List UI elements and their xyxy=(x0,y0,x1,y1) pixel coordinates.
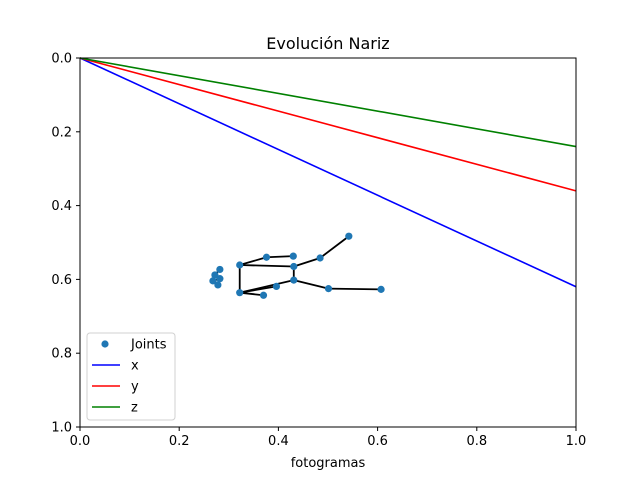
skeleton-bone xyxy=(239,285,277,294)
x-tick-label: 0.6 xyxy=(367,434,388,449)
joint-point xyxy=(216,265,224,274)
plot-area: 0.0 0.2 0.4 0.6 0.8 1.00.00.20.40.60.81.0 xyxy=(51,52,586,450)
skeleton-bone xyxy=(328,287,382,291)
legend-label: x xyxy=(131,359,139,374)
skeleton-bone xyxy=(293,279,329,290)
skeleton-bone xyxy=(266,255,294,259)
legend-box xyxy=(86,332,176,421)
skeleton-bone xyxy=(319,235,350,259)
joint-point xyxy=(272,282,281,291)
x-tick-label: 0.8 xyxy=(466,434,487,449)
joint-point xyxy=(214,281,222,289)
y-tick-label: 0.6 xyxy=(51,273,72,288)
joint-point xyxy=(290,262,298,271)
joint-point xyxy=(236,289,244,297)
axes-frame xyxy=(79,57,577,428)
x-tick-label: 0.2 xyxy=(169,434,190,449)
series-line-z xyxy=(79,57,577,148)
series-line-y xyxy=(79,57,577,192)
skeleton-bone xyxy=(239,291,264,297)
skeleton-bone xyxy=(293,257,321,268)
y-tick-label: 0.2 xyxy=(51,125,72,140)
y-tick-label: 0.4 xyxy=(51,199,72,214)
joint-point xyxy=(209,277,217,285)
legend-marker-joints xyxy=(101,340,109,348)
series-line-x xyxy=(79,57,577,288)
x-tick-label: 1.0 xyxy=(566,434,587,449)
x-tick-label: 0.4 xyxy=(268,434,289,449)
legend-label: Joints xyxy=(130,338,167,353)
chart-title: Evolución Nariz xyxy=(266,34,389,53)
y-tick-label: 0.0 xyxy=(51,52,72,67)
joint-point xyxy=(236,261,244,269)
joint-point xyxy=(289,252,297,260)
y-tick-label: 1.0 xyxy=(51,421,72,436)
skeleton-bone xyxy=(239,264,294,268)
x-tick-label: 0.0 xyxy=(70,434,91,449)
joint-point xyxy=(345,232,353,240)
y-tick-label: 0.8 xyxy=(51,347,72,362)
joint-point xyxy=(262,253,271,261)
joint-point xyxy=(211,271,219,279)
joint-point xyxy=(377,285,385,293)
joint-point xyxy=(324,285,333,293)
joint-point xyxy=(259,291,268,299)
joint-point xyxy=(290,276,298,284)
skeleton-bone xyxy=(239,256,267,266)
legend-label: z xyxy=(131,401,138,416)
joint-point xyxy=(216,275,224,283)
legend-label: y xyxy=(131,380,139,395)
legend: Joints xyz xyxy=(86,332,176,421)
joint-point xyxy=(316,254,324,262)
x-axis-label: fotogramas xyxy=(291,456,366,471)
